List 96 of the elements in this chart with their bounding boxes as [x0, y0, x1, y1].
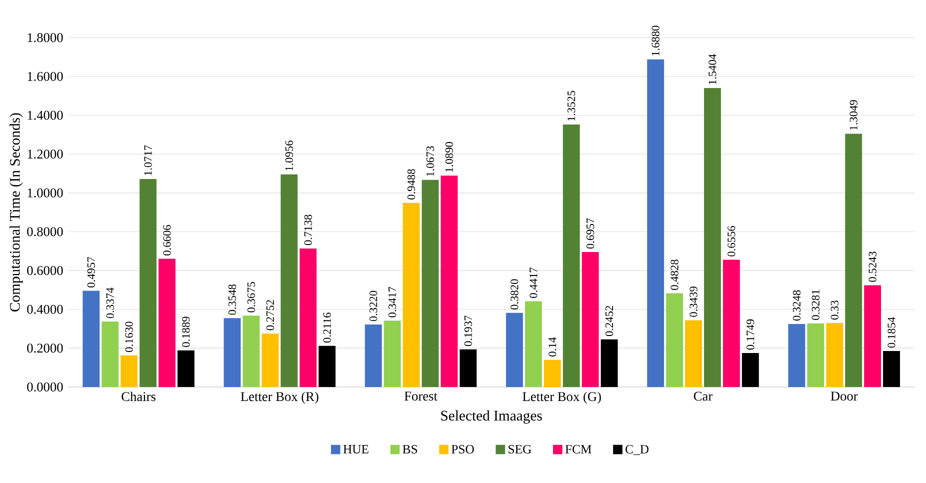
- bar: [158, 258, 176, 387]
- data-label: 0.2116: [323, 312, 331, 343]
- y-tick-label: 0.0000: [27, 382, 63, 392]
- bar: [242, 316, 260, 387]
- bar: [82, 290, 100, 387]
- bar: [524, 301, 542, 387]
- data-label: 1.3049: [850, 100, 858, 130]
- data-label: 1.6880: [652, 26, 660, 56]
- bar: [883, 351, 900, 387]
- data-label: 1.0673: [426, 146, 434, 176]
- x-tick-label: Forest: [404, 392, 438, 401]
- bar: [582, 252, 599, 387]
- bar: [140, 179, 157, 387]
- bar: [120, 355, 138, 387]
- bar: [422, 180, 439, 387]
- bar: [788, 324, 806, 387]
- x-tick-label: Door: [830, 392, 858, 401]
- data-label: 0.4957: [87, 257, 95, 288]
- data-label: 0.5243: [868, 252, 876, 282]
- legend-label: BS: [402, 445, 418, 454]
- y-tick-label: 0.8000: [27, 227, 63, 236]
- bar: [666, 293, 684, 387]
- bar: [402, 202, 420, 387]
- legend-label: HUE: [343, 445, 368, 454]
- data-label: 0.4417: [530, 268, 538, 298]
- bar: [280, 174, 298, 387]
- bar: [364, 324, 382, 387]
- data-label: 1.3525: [568, 90, 576, 121]
- data-label: 1.5404: [708, 54, 716, 84]
- data-label: 0.3281: [812, 290, 820, 320]
- data-label: 0.3374: [106, 288, 114, 318]
- data-label: 0.4828: [670, 260, 678, 290]
- x-tick-label: Letter Box (R): [240, 392, 318, 404]
- data-label: 0.3820: [510, 279, 518, 310]
- y-tick-label: 1.4000: [28, 110, 63, 120]
- data-label: 0.3248: [792, 290, 801, 321]
- y-tick-label: 1.2000: [28, 150, 63, 159]
- bar: [742, 353, 759, 387]
- bar: [178, 350, 194, 387]
- data-label: 1.0717: [144, 145, 152, 176]
- y-tick-label: 0.2000: [27, 344, 63, 353]
- bar: [600, 339, 618, 387]
- bar: [845, 134, 862, 387]
- data-label: 0.9488: [407, 169, 416, 200]
- bar: [562, 124, 580, 387]
- data-label: 0.3675: [247, 282, 256, 312]
- data-label: 0.1749: [746, 319, 754, 350]
- bar: [864, 285, 882, 387]
- data-label: 0.3220: [370, 290, 378, 322]
- data-label: 0.1854: [888, 317, 896, 348]
- legend-label: PSO: [452, 445, 474, 454]
- bar: [460, 349, 477, 387]
- data-label: 0.6556: [728, 226, 736, 256]
- y-axis-title: Computational Time (In Seconds): [10, 113, 23, 312]
- data-label: 0.6957: [586, 218, 594, 249]
- bar: [722, 260, 740, 387]
- data-label: 0.6606: [163, 225, 171, 256]
- bar: [384, 320, 401, 387]
- data-label: 0.7138: [304, 214, 312, 246]
- legend-label: FCM: [565, 445, 592, 454]
- bar: [544, 360, 561, 387]
- data-label: 0.2752: [266, 300, 274, 330]
- bar: [300, 248, 317, 387]
- x-tick-label: Car: [694, 392, 713, 401]
- bar: [685, 320, 702, 387]
- data-label: 0.3417: [388, 286, 396, 318]
- y-tick-label: 1.8000: [28, 33, 63, 42]
- data-label: 0.33: [830, 300, 838, 320]
- data-label: 0.1937: [464, 316, 472, 346]
- bar: [224, 318, 241, 387]
- y-tick-label: 0.6000: [27, 266, 63, 276]
- bar: [262, 334, 279, 387]
- data-label: 0.3548: [228, 284, 236, 315]
- bar: [826, 322, 844, 387]
- legend-label: C_D: [626, 445, 649, 456]
- bar: [704, 88, 721, 387]
- data-label: 0.14: [548, 337, 556, 356]
- data-label: 1.0890: [445, 142, 454, 172]
- data-label: 0.3439: [690, 286, 698, 317]
- legend-label: SEG: [508, 445, 532, 454]
- x-tick-label: Chairs: [122, 392, 156, 402]
- data-label: 1.0956: [285, 140, 294, 170]
- y-tick-label: 1.6000: [28, 72, 63, 82]
- y-tick-label: 0.4000: [27, 304, 63, 314]
- bar: [506, 312, 523, 387]
- bar: [647, 59, 664, 387]
- data-label: 0.1630: [125, 322, 133, 352]
- x-axis-title: Selected Imaages: [441, 410, 542, 424]
- data-label: 0.1889: [182, 316, 190, 347]
- bar: [102, 322, 119, 387]
- data-label: 0.2452: [605, 306, 614, 336]
- bar: [807, 323, 824, 387]
- x-tick-label: Letter Box (G): [522, 392, 601, 404]
- bar: [318, 346, 336, 387]
- y-tick-label: 1.0000: [28, 188, 63, 198]
- bar: [440, 176, 458, 387]
